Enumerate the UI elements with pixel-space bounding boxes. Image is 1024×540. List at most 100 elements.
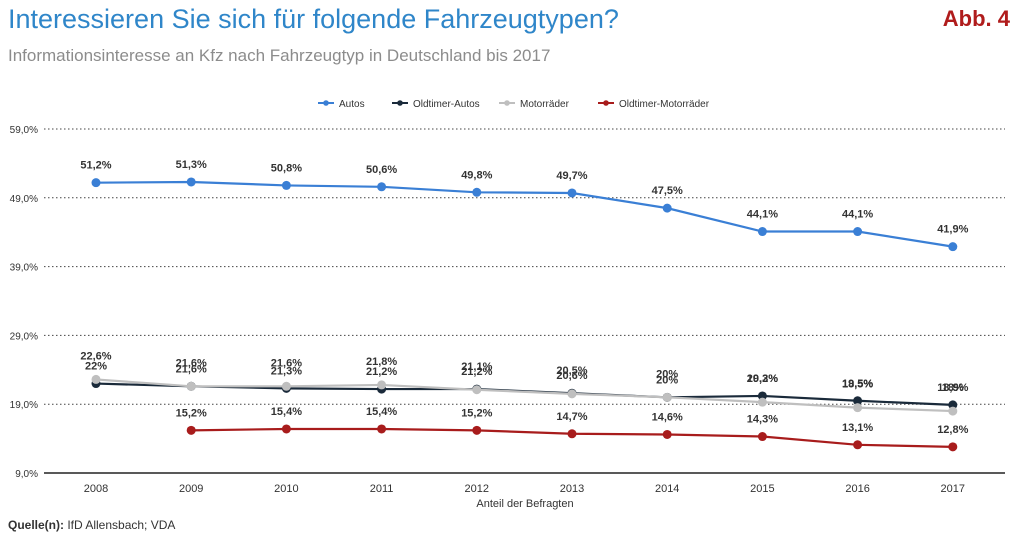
data-label: 21,8% bbox=[366, 356, 397, 368]
series-autos: 51,2% 51,3% 50,8% 50,6% 49,8% 49,7% 47,5% 44,1%… bbox=[80, 159, 969, 252]
data-label: 14,7% bbox=[556, 411, 587, 423]
data-point bbox=[377, 424, 387, 434]
data-label: 22% bbox=[85, 361, 107, 373]
legend-marker bbox=[603, 100, 609, 106]
chart-title: Interessieren Sie sich für folgende Fahr… bbox=[8, 4, 619, 34]
data-label: 21,6% bbox=[271, 357, 302, 369]
series-line bbox=[95, 180, 953, 248]
data-label: 21,2% bbox=[366, 366, 397, 378]
data-point bbox=[472, 425, 482, 435]
data-point bbox=[662, 392, 672, 402]
data-point bbox=[853, 396, 863, 406]
series-oldtimer-autos: 22% 21,6% 21,3% 21,2% 21,2% 20,6% 20% 20,2% 19,5… bbox=[85, 361, 969, 410]
data-label: 20,2% bbox=[747, 373, 778, 385]
x-tick-label: 2017 bbox=[941, 483, 965, 495]
x-tick-label: 2014 bbox=[655, 483, 679, 495]
legend-marker bbox=[323, 100, 329, 106]
data-label: 18,9% bbox=[937, 382, 968, 394]
data-label: 41,9% bbox=[937, 224, 968, 236]
x-tick-label: 2015 bbox=[750, 483, 774, 495]
data-point bbox=[662, 203, 672, 213]
chart-subtitle: Informationsinteresse an Kfz nach Fahrze… bbox=[8, 46, 551, 65]
data-point bbox=[948, 400, 958, 410]
source-label: Quelle(n): bbox=[8, 518, 64, 532]
data-label: 20% bbox=[656, 368, 678, 380]
data-point bbox=[948, 242, 958, 252]
data-point bbox=[91, 178, 101, 188]
x-axis: 2008 2009 2010 2011 2012 2013 2014 2015 2016 2017 bbox=[84, 483, 965, 495]
data-label: 50,8% bbox=[271, 162, 302, 174]
data-label: 12,8% bbox=[937, 424, 968, 436]
data-label: 22,6% bbox=[80, 350, 111, 362]
series-group: 51,2% 51,3% 50,8% 50,6% 49,8% 49,7% 47,5% 44,1%… bbox=[80, 159, 969, 452]
y-axis: 9,0% 19,0% 29,0% 39,0% 49,0% 59,0% bbox=[10, 125, 38, 480]
data-label: 20,5% bbox=[556, 365, 587, 377]
data-label: 51,3% bbox=[176, 159, 207, 171]
data-point bbox=[853, 440, 863, 450]
data-point bbox=[472, 385, 482, 395]
gridlines bbox=[44, 128, 1005, 474]
x-tick-label: 2016 bbox=[845, 483, 869, 495]
data-label: 51,2% bbox=[80, 160, 111, 172]
y-tick-label: 29,0% bbox=[10, 331, 38, 342]
legend-label: Oldtimer-Motorräder bbox=[619, 99, 710, 110]
data-label: 18% bbox=[942, 382, 964, 394]
data-label: 14,6% bbox=[652, 411, 683, 423]
data-label: 15,2% bbox=[176, 407, 207, 419]
data-point bbox=[567, 389, 577, 399]
data-point bbox=[186, 381, 196, 391]
x-tick-label: 2009 bbox=[179, 483, 203, 495]
y-tick-label: 9,0% bbox=[15, 469, 38, 480]
data-point bbox=[948, 442, 958, 452]
legend-marker bbox=[504, 100, 510, 106]
data-point bbox=[757, 432, 767, 442]
data-label: 21,6% bbox=[176, 357, 207, 369]
x-tick-label: 2012 bbox=[465, 483, 489, 495]
data-point bbox=[186, 425, 196, 435]
legend-marker bbox=[397, 100, 403, 106]
x-tick-label: 2008 bbox=[84, 483, 108, 495]
data-label: 19,5% bbox=[842, 378, 873, 390]
data-point bbox=[281, 381, 291, 391]
x-tick-label: 2013 bbox=[560, 483, 584, 495]
data-label: 49,8% bbox=[461, 169, 492, 181]
data-label: 21,2% bbox=[461, 366, 492, 378]
data-point bbox=[567, 429, 577, 439]
x-axis-label: Anteil der Befragten bbox=[476, 498, 573, 510]
data-point bbox=[281, 180, 291, 190]
y-tick-label: 59,0% bbox=[10, 125, 38, 136]
data-label: 20% bbox=[656, 374, 678, 386]
data-label: 14,3% bbox=[747, 414, 778, 426]
data-label: 18,5% bbox=[842, 379, 873, 391]
legend: Autos Oldtimer-Autos Motorräder Oldtimer-Mo… bbox=[318, 99, 710, 110]
y-tick-label: 39,0% bbox=[10, 263, 38, 274]
data-label: 19,3% bbox=[747, 373, 778, 385]
data-point bbox=[377, 380, 387, 390]
data-point bbox=[853, 227, 863, 237]
legend-label: Motorräder bbox=[520, 99, 570, 110]
legend-label: Oldtimer-Autos bbox=[413, 99, 480, 110]
x-tick-label: 2011 bbox=[370, 483, 394, 495]
series-line bbox=[95, 378, 953, 413]
data-label: 47,5% bbox=[652, 185, 683, 197]
data-point bbox=[567, 188, 577, 198]
data-label: 49,7% bbox=[556, 170, 587, 182]
data-label: 13,1% bbox=[842, 422, 873, 434]
data-point bbox=[281, 424, 291, 434]
data-point bbox=[91, 374, 101, 384]
data-label: 44,1% bbox=[747, 209, 778, 221]
data-point bbox=[472, 187, 482, 197]
y-tick-label: 49,0% bbox=[10, 194, 38, 205]
data-label: 21,1% bbox=[461, 361, 492, 373]
data-point bbox=[377, 182, 387, 192]
data-point bbox=[757, 391, 767, 401]
data-label: 21,3% bbox=[271, 365, 302, 377]
source-note: Quelle(n): IfD Allensbach; VDA bbox=[8, 518, 175, 532]
x-tick-label: 2010 bbox=[274, 483, 298, 495]
source-text: IfD Allensbach; VDA bbox=[67, 518, 176, 532]
data-point bbox=[186, 177, 196, 187]
data-label: 20,6% bbox=[556, 370, 587, 382]
data-label: 21,6% bbox=[176, 363, 207, 375]
data-point bbox=[853, 403, 863, 413]
